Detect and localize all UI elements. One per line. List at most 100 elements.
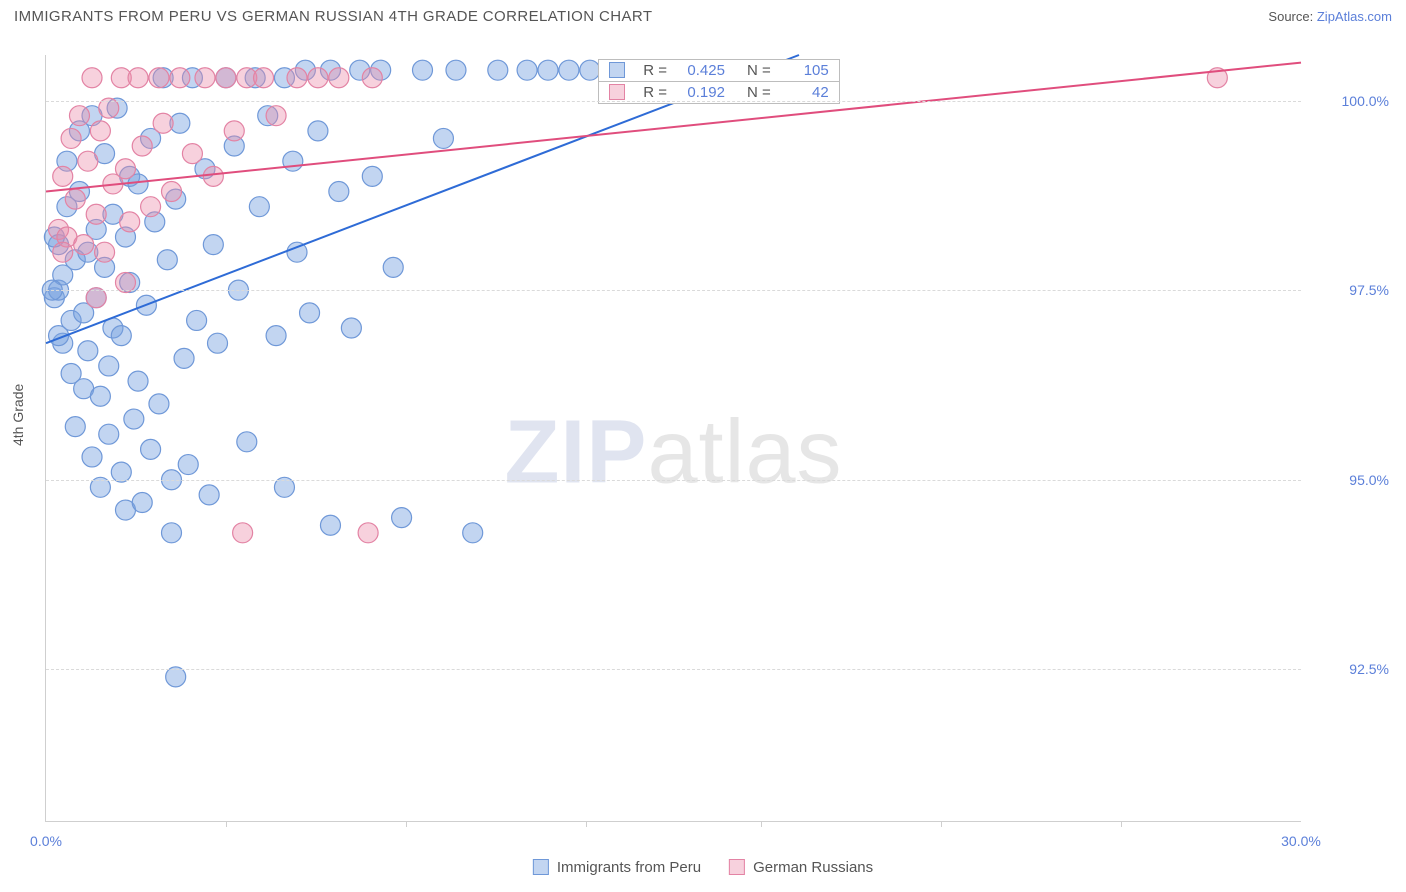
data-point-peru <box>392 508 412 528</box>
data-point-peru <box>178 455 198 475</box>
data-point-peru <box>433 128 453 148</box>
data-point-german <box>149 68 169 88</box>
data-point-peru <box>341 318 361 338</box>
data-point-german <box>53 242 73 262</box>
data-point-german <box>362 68 382 88</box>
x-tick-mark <box>761 821 762 827</box>
data-point-german <box>203 166 223 186</box>
data-point-german <box>69 106 89 126</box>
data-point-german <box>216 68 236 88</box>
data-point-peru <box>237 432 257 452</box>
data-point-peru <box>162 523 182 543</box>
data-point-peru <box>132 492 152 512</box>
data-point-german <box>162 182 182 202</box>
data-point-peru <box>362 166 382 186</box>
data-point-peru <box>90 386 110 406</box>
data-point-german <box>329 68 349 88</box>
x-tick-label: 30.0% <box>1281 833 1321 849</box>
data-point-peru <box>383 257 403 277</box>
data-point-peru <box>199 485 219 505</box>
data-point-peru <box>141 439 161 459</box>
legend-label: Immigrants from Peru <box>557 859 701 876</box>
gridline <box>46 290 1301 291</box>
data-point-peru <box>99 356 119 376</box>
data-point-peru <box>488 60 508 80</box>
data-point-german <box>95 242 115 262</box>
x-tick-mark <box>941 821 942 827</box>
data-point-german <box>90 121 110 141</box>
data-point-german <box>86 204 106 224</box>
data-point-german <box>82 68 102 88</box>
y-axis-label: 4th Grade <box>10 384 26 446</box>
legend-item-peru: Immigrants from Peru <box>533 859 701 876</box>
data-point-german <box>170 68 190 88</box>
swatch-peru <box>609 62 625 78</box>
x-tick-mark <box>586 821 587 827</box>
swatch-german <box>609 84 625 100</box>
data-point-peru <box>538 60 558 80</box>
data-point-peru <box>517 60 537 80</box>
data-point-peru <box>463 523 483 543</box>
x-tick-mark <box>226 821 227 827</box>
data-point-peru <box>300 303 320 323</box>
data-point-german <box>141 197 161 217</box>
swatch-peru-icon <box>533 859 549 875</box>
data-point-peru <box>187 310 207 330</box>
data-point-german <box>233 523 253 543</box>
data-point-german <box>287 68 307 88</box>
stats-legend: R =0.425N =105R =0.192N =42 <box>598 59 840 104</box>
source-link[interactable]: ZipAtlas.com <box>1317 9 1392 24</box>
data-point-german <box>74 235 94 255</box>
data-point-german <box>224 121 244 141</box>
data-point-german <box>78 151 98 171</box>
data-point-peru <box>283 151 303 171</box>
stats-row-peru: R =0.425N =105 <box>598 59 840 82</box>
data-point-peru <box>78 341 98 361</box>
data-point-peru <box>99 424 119 444</box>
source-label: Source: ZipAtlas.com <box>1268 9 1392 24</box>
data-point-german <box>266 106 286 126</box>
x-tick-mark <box>406 821 407 827</box>
data-point-german <box>115 159 135 179</box>
gridline <box>46 480 1301 481</box>
data-point-peru <box>82 447 102 467</box>
data-point-peru <box>446 60 466 80</box>
data-point-german <box>182 144 202 164</box>
data-point-peru <box>111 326 131 346</box>
chart-title: IMMIGRANTS FROM PERU VS GERMAN RUSSIAN 4… <box>14 8 652 25</box>
data-point-peru <box>249 197 269 217</box>
legend-item-german: German Russians <box>729 859 873 876</box>
y-tick-label: 92.5% <box>1349 661 1389 677</box>
data-point-peru <box>308 121 328 141</box>
y-tick-label: 100.0% <box>1342 93 1389 109</box>
data-point-german <box>65 189 85 209</box>
data-point-german <box>53 166 73 186</box>
data-point-peru <box>266 326 286 346</box>
data-point-german <box>61 128 81 148</box>
data-point-peru <box>128 371 148 391</box>
y-tick-label: 95.0% <box>1349 472 1389 488</box>
legend-label: German Russians <box>753 859 873 876</box>
data-point-peru <box>65 417 85 437</box>
y-tick-label: 97.5% <box>1349 282 1389 298</box>
data-point-german <box>153 113 173 133</box>
data-point-peru <box>157 250 177 270</box>
legend-bottom: Immigrants from Peru German Russians <box>533 859 873 876</box>
data-point-german <box>132 136 152 156</box>
data-point-peru <box>149 394 169 414</box>
data-point-peru <box>124 409 144 429</box>
data-point-german <box>254 68 274 88</box>
gridline <box>46 101 1301 102</box>
data-point-german <box>120 212 140 232</box>
x-tick-mark <box>1121 821 1122 827</box>
data-point-peru <box>203 235 223 255</box>
data-point-german <box>128 68 148 88</box>
swatch-german-icon <box>729 859 745 875</box>
data-point-peru <box>329 182 349 202</box>
gridline <box>46 669 1301 670</box>
data-point-peru <box>174 348 194 368</box>
chart-area: ZIPatlas R =0.425N =105R =0.192N =42 92.… <box>45 55 1301 822</box>
data-point-peru <box>413 60 433 80</box>
data-point-german <box>308 68 328 88</box>
data-point-peru <box>208 333 228 353</box>
